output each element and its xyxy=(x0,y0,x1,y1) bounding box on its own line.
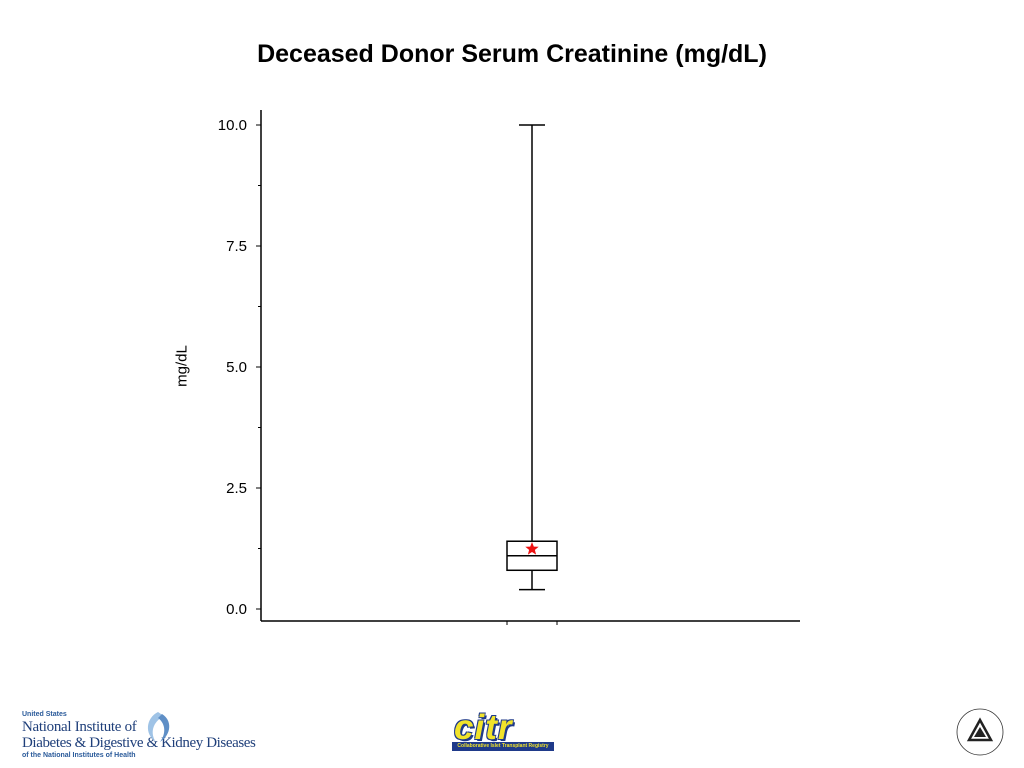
boxplot-chart: 0.0 2.5 5.0 7.5 10.0 xyxy=(218,110,800,625)
y-tick-label: 7.5 xyxy=(226,238,247,255)
niddk-swirl-icon xyxy=(147,712,170,742)
citr-logo-word: citr xyxy=(454,708,513,747)
y-tick-label: 10.0 xyxy=(218,117,247,134)
y-tick-label: 2.5 xyxy=(226,480,247,497)
niddk-logo-line2: Diabetes & Digestive & Kidney Diseases xyxy=(22,735,256,751)
niddk-logo-line1: National Institute of xyxy=(22,719,137,735)
niddk-logo-top: United States xyxy=(22,711,67,718)
niddk-logo-bottom: of the National Institutes of Health xyxy=(22,752,136,759)
y-tick-label: 0.0 xyxy=(226,601,247,618)
y-tick-label: 5.0 xyxy=(226,359,247,376)
mean-star-marker xyxy=(525,542,539,555)
citr-logo-tagline: Collaborative Islet Transplant Registry xyxy=(452,742,554,751)
nih-seal-icon xyxy=(956,708,1004,756)
chart-title: Deceased Donor Serum Creatinine (mg/dL) xyxy=(257,40,767,68)
niddk-logo: United States National Institute of Diab… xyxy=(22,710,256,760)
citr-logo: citr Collaborative Islet Transplant Regi… xyxy=(452,708,556,752)
